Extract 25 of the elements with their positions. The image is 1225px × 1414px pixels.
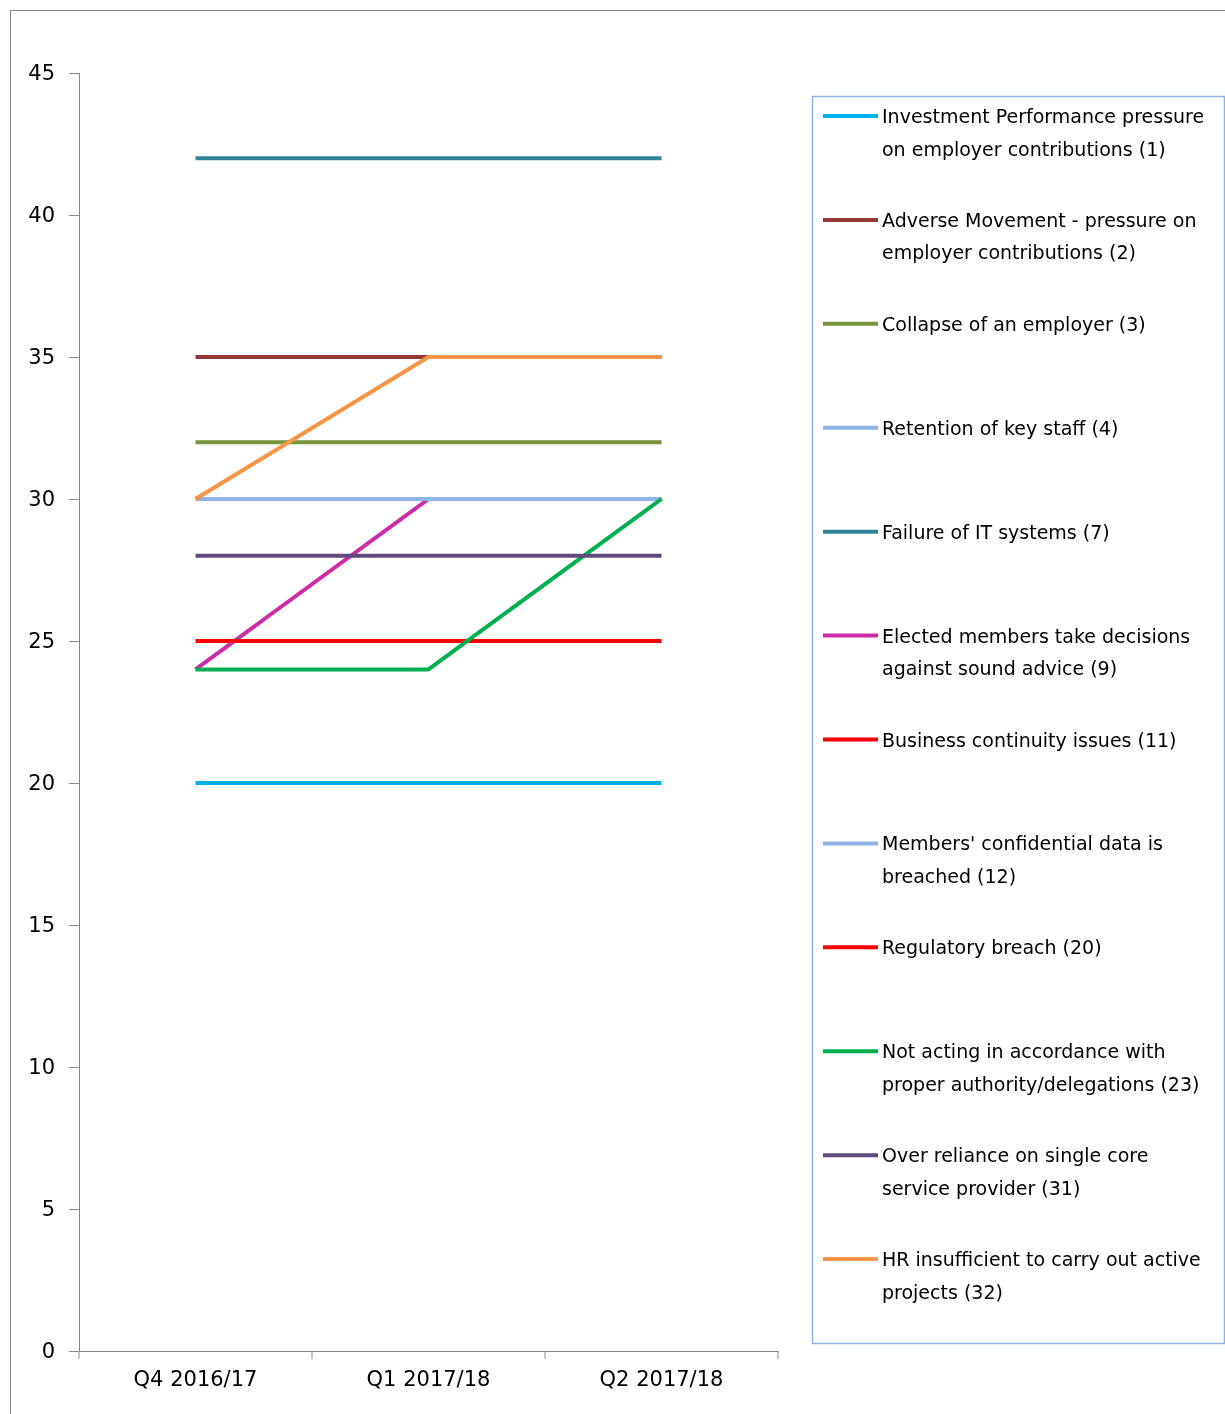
y-tick-label: 0 — [41, 1339, 55, 1364]
legend-label: Business continuity issues (11) — [882, 728, 1177, 751]
legend-label: Over reliance on single core service provider (31) — [882, 1144, 1149, 1199]
legend-label: Regulatory breach (20) — [882, 936, 1102, 959]
y-tick-label: 25 — [28, 629, 55, 654]
legend-label: Investment Performance pressure on employer contributions (1) — [882, 105, 1205, 160]
legend-label: HR insufficient to carry out active projects (32) — [882, 1248, 1201, 1303]
legend-label: Failure of IT systems (7) — [882, 520, 1110, 543]
y-tick-label: 35 — [28, 345, 55, 370]
y-tick-label: 10 — [28, 1055, 55, 1080]
y-tick-label: 15 — [28, 913, 55, 938]
y-tick-label: 5 — [41, 1197, 55, 1222]
x-tick-label: Q4 2016/17 — [133, 1366, 258, 1391]
y-tick-label: 30 — [28, 487, 55, 512]
legend-label: Adverse Movement - pressure on employer contributions (2) — [882, 208, 1197, 264]
legend-label: Members' confidential data is breached (12) — [882, 832, 1163, 887]
legend-label: Retention of key staff (4) — [882, 416, 1119, 439]
x-tick-label: Q2 2017/18 — [599, 1366, 724, 1391]
legend-label: Not acting in accordance with proper authority/delegations (23) — [882, 1040, 1200, 1095]
legend-label: Collapse of an employer (3) — [882, 312, 1146, 335]
x-tick-label: Q1 2017/18 — [366, 1366, 491, 1391]
legend-label: Elected members take decisions against sound advice (9) — [882, 624, 1191, 680]
y-tick-label: 20 — [28, 771, 55, 796]
y-tick-label: 45 — [28, 61, 55, 86]
y-tick-label: 40 — [28, 203, 55, 228]
